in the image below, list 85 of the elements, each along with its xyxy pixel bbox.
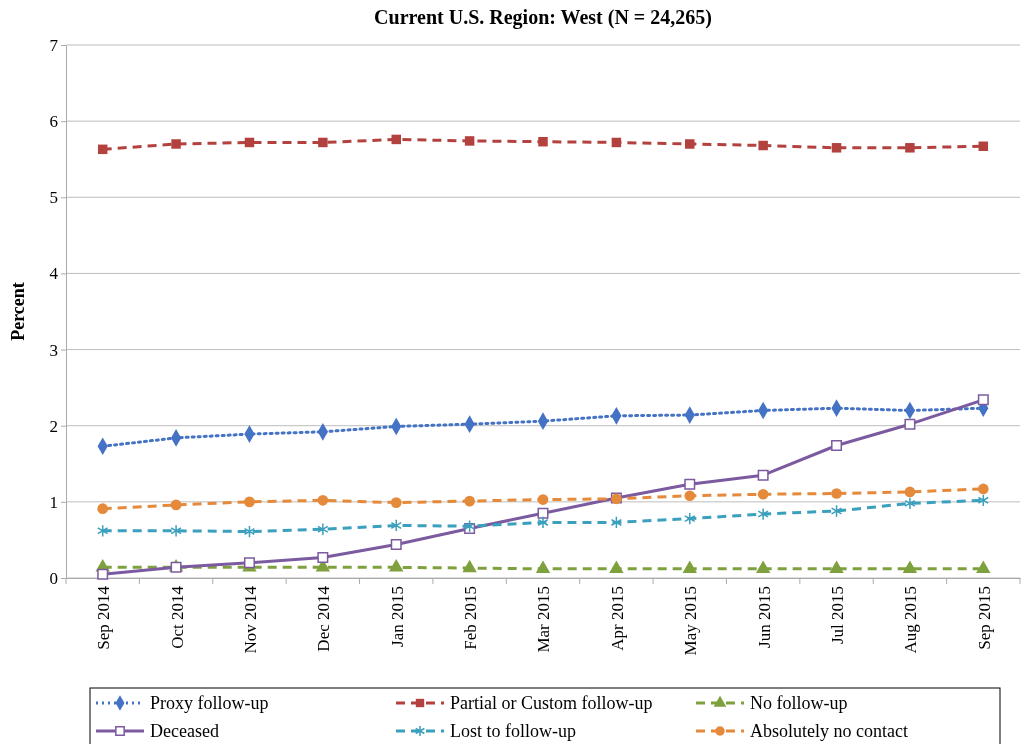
point (462, 559, 477, 573)
point (170, 524, 182, 538)
x-tick-label: Jan 2015 (387, 586, 407, 647)
legend-label: No follow-up (750, 693, 848, 713)
point (684, 512, 696, 526)
y-tick-label: 4 (49, 264, 59, 284)
x-tick-label: Aug 2015 (901, 586, 921, 654)
point (685, 139, 695, 149)
y-tick-label: 0 (49, 568, 58, 588)
point (97, 568, 109, 580)
point (244, 496, 255, 508)
point (904, 496, 916, 510)
point (464, 136, 475, 146)
point (97, 503, 109, 515)
point (318, 137, 328, 148)
x-tick-label: Feb 2015 (461, 586, 481, 650)
legend-label: Absolutely no contact (750, 721, 908, 741)
x-tick-label: Nov 2014 (240, 585, 260, 654)
legend-label: Partial or Custom follow-up (450, 693, 653, 713)
point (978, 141, 989, 152)
point (317, 522, 329, 536)
point (537, 494, 549, 505)
legend-label: Deceased (150, 721, 219, 741)
point (977, 493, 989, 507)
x-tick-label: May 2015 (681, 586, 701, 656)
point (537, 516, 549, 529)
y-tick-label: 5 (49, 188, 58, 208)
legend-label: Lost to follow-up (450, 721, 576, 741)
point (170, 499, 182, 511)
point (317, 494, 329, 506)
point (243, 525, 256, 538)
point (538, 136, 548, 147)
point (684, 490, 696, 502)
point (757, 507, 769, 521)
point (171, 139, 181, 149)
x-tick-label: Sep 2015 (974, 586, 994, 650)
point (609, 560, 624, 574)
legend-label: Proxy follow-up (150, 693, 269, 713)
point (682, 560, 697, 574)
point (390, 497, 402, 508)
x-tick-label: Dec 2014 (314, 585, 334, 652)
x-tick-label: Jun 2015 (754, 586, 774, 648)
point (463, 519, 476, 533)
point (317, 551, 329, 563)
x-tick-label: Apr 2015 (607, 586, 627, 651)
point (611, 137, 622, 148)
x-tick-label: Oct 2014 (167, 585, 187, 649)
point (390, 519, 402, 532)
y-tick-label: 3 (49, 340, 58, 360)
point (904, 486, 916, 498)
point (390, 539, 402, 550)
point (977, 394, 989, 406)
point (610, 516, 623, 529)
point (97, 144, 108, 155)
point (905, 143, 915, 153)
y-tick-label: 7 (49, 35, 59, 55)
point (976, 560, 991, 574)
point (757, 469, 769, 481)
x-tick-label: Mar 2015 (534, 586, 554, 653)
x-tick-label: Jul 2015 (827, 586, 847, 645)
y-axis-title: Percent (8, 282, 28, 341)
point (757, 488, 769, 500)
point (831, 143, 842, 153)
point (755, 560, 771, 574)
point (244, 137, 255, 148)
point (831, 488, 842, 499)
point (535, 560, 551, 574)
point (537, 507, 549, 519)
point (389, 559, 404, 572)
x-tick-label: Sep 2014 (94, 585, 114, 650)
point (758, 140, 768, 151)
point (97, 524, 109, 538)
point (830, 504, 843, 518)
point (464, 495, 475, 507)
point (904, 418, 916, 430)
point (977, 483, 989, 495)
y-tick-label: 2 (49, 416, 58, 436)
point (829, 560, 844, 574)
point (391, 134, 401, 145)
y-tick-label: 6 (49, 112, 58, 132)
y-tick-label: 1 (49, 492, 58, 512)
point (831, 440, 843, 452)
point (902, 560, 918, 574)
point (684, 478, 696, 490)
chart-title: Current U.S. Region: West (N = 24,265) (374, 6, 712, 29)
